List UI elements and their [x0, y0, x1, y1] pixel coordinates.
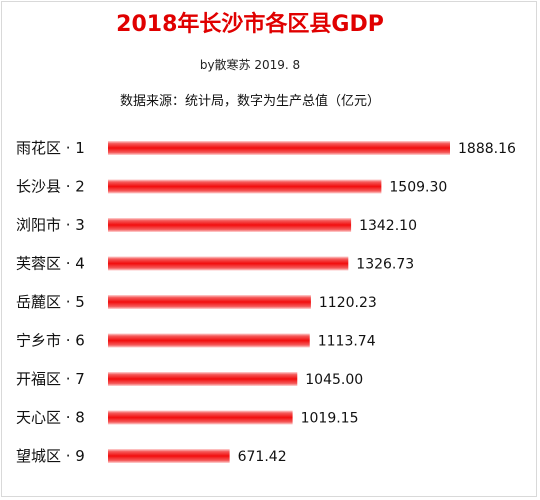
bar [108, 179, 382, 194]
value-label: 1019.15 [301, 411, 359, 427]
chart-title: 2018年长沙市各区县GDP [116, 12, 384, 37]
bar [108, 449, 230, 463]
category-label: 雨花区 · 1 [16, 139, 85, 157]
bar [108, 256, 349, 271]
category-label: 宁乡市 · 6 [16, 332, 85, 350]
category-label: 开福区 · 7 [16, 370, 85, 388]
category-label: 芙蓉区 · 4 [16, 255, 85, 273]
value-label: 671.42 [238, 449, 287, 465]
chart-source-note: 数据来源：统计局，数字为生产总值（亿元） [119, 94, 380, 109]
category-label: 浏阳市 · 3 [16, 216, 85, 234]
category-label: 天心区 · 8 [16, 409, 85, 427]
value-label: 1045.00 [305, 372, 363, 388]
bar [108, 141, 450, 155]
value-label: 1120.23 [319, 295, 377, 311]
value-label: 1326.73 [356, 257, 414, 273]
value-label: 1342.10 [359, 218, 417, 234]
value-label: 1113.74 [318, 334, 376, 350]
category-label: 望城区 · 9 [16, 447, 85, 465]
bar [108, 218, 352, 232]
bar [108, 333, 310, 348]
value-label: 1509.30 [389, 180, 447, 196]
bar [108, 410, 293, 425]
category-label: 岳麓区 · 5 [16, 293, 85, 311]
chart-byline: by散寒苏 2019. 8 [199, 58, 301, 72]
bar [108, 372, 298, 386]
category-label: 长沙县 · 2 [16, 178, 85, 196]
value-label: 1888.16 [458, 141, 516, 157]
bar [108, 295, 311, 309]
